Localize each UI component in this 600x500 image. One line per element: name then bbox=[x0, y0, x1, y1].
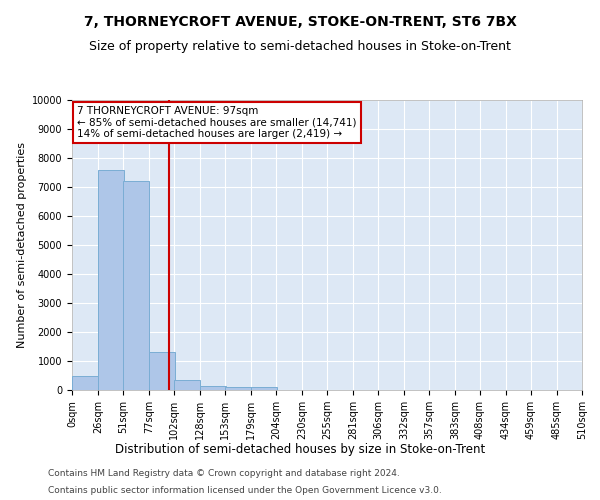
Bar bbox=[149, 352, 175, 390]
Bar bbox=[174, 380, 199, 390]
Text: Contains HM Land Registry data © Crown copyright and database right 2024.: Contains HM Land Registry data © Crown c… bbox=[48, 468, 400, 477]
Text: Distribution of semi-detached houses by size in Stoke-on-Trent: Distribution of semi-detached houses by … bbox=[115, 442, 485, 456]
Bar bbox=[251, 387, 277, 390]
Bar bbox=[72, 376, 97, 390]
Bar bbox=[123, 181, 149, 390]
Text: 7, THORNEYCROFT AVENUE, STOKE-ON-TRENT, ST6 7BX: 7, THORNEYCROFT AVENUE, STOKE-ON-TRENT, … bbox=[83, 15, 517, 29]
Bar bbox=[225, 387, 251, 390]
Bar bbox=[200, 386, 226, 390]
Text: Contains public sector information licensed under the Open Government Licence v3: Contains public sector information licen… bbox=[48, 486, 442, 495]
Text: Size of property relative to semi-detached houses in Stoke-on-Trent: Size of property relative to semi-detach… bbox=[89, 40, 511, 53]
Bar bbox=[98, 170, 124, 390]
Y-axis label: Number of semi-detached properties: Number of semi-detached properties bbox=[17, 142, 28, 348]
Text: 7 THORNEYCROFT AVENUE: 97sqm
← 85% of semi-detached houses are smaller (14,741)
: 7 THORNEYCROFT AVENUE: 97sqm ← 85% of se… bbox=[77, 106, 356, 139]
